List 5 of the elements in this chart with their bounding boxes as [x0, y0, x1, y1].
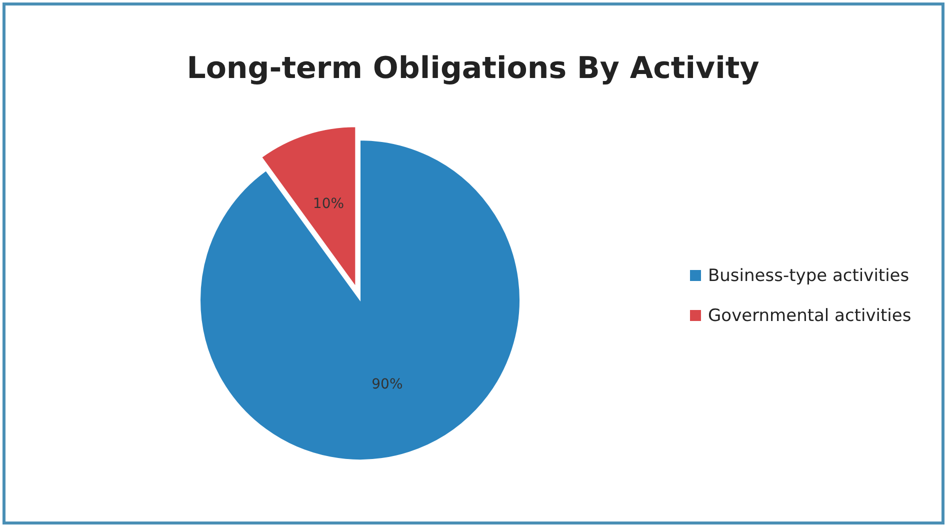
- data-label: 10%: [312, 196, 344, 212]
- legend-label: Business-type activities: [708, 266, 910, 286]
- legend-label: Governmental activities: [708, 306, 912, 326]
- chart-title: Long-term Obligations By Activity: [186, 51, 760, 86]
- data-label: 90%: [372, 376, 403, 393]
